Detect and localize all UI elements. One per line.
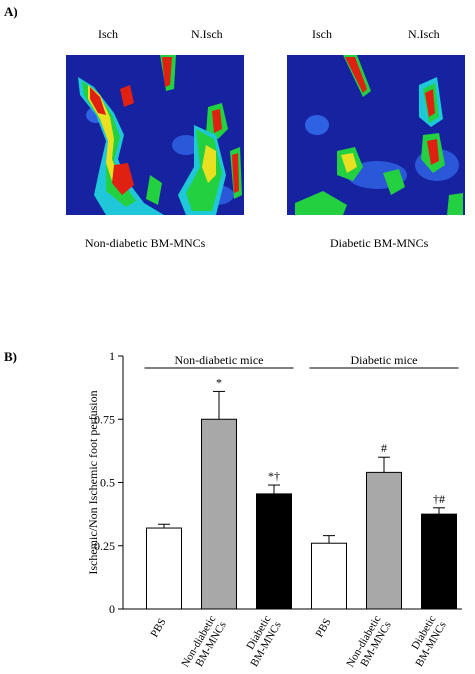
bar-0 (146, 527, 182, 610)
group-label-0: Non-diabetic mice (175, 353, 264, 367)
right-image-isch-label: Isch (312, 27, 332, 41)
bar-1 (201, 418, 237, 610)
left-image-isch-label: Isch (98, 27, 118, 41)
y-tick-label-2: 0.5 (100, 476, 115, 490)
y-tick-label-3: 0.75 (94, 412, 115, 426)
significance-label-1: * (216, 375, 222, 389)
x-category-label-3-line-0: PBS (313, 617, 333, 640)
bar-3 (311, 542, 347, 610)
left-image-nisch-label: N.Isch (191, 27, 223, 41)
panel-b-label: B) (4, 349, 17, 364)
x-category-label-3: PBS (313, 617, 333, 640)
group-label-1: Diabetic mice (351, 353, 418, 367)
y-tick-label-1: 0.25 (94, 539, 115, 553)
x-category-label-0-line-0: PBS (148, 617, 168, 640)
x-category-label-2: DiabeticBM-MNCs (238, 613, 284, 669)
significance-label-4: # (381, 441, 387, 455)
x-category-label-5: DiabeticBM-MNCs (403, 613, 449, 669)
x-category-label-0: PBS (148, 617, 168, 640)
panel-a-label: A) (4, 4, 18, 19)
bar-5 (421, 513, 457, 610)
right-image-caption: Diabetic BM-MNCs (330, 236, 429, 250)
significance-label-2: *† (268, 469, 280, 483)
significance-label-5: †# (433, 492, 445, 506)
bar-2 (256, 493, 292, 610)
y-axis-label: Ischemic/Non Ischemic foot perfusion (86, 390, 100, 574)
right-image-nisch-label: N.Isch (408, 27, 440, 41)
y-tick-label-0: 0 (109, 602, 115, 616)
y-tick-label-4: 1 (109, 349, 115, 363)
left-image-caption: Non-diabetic BM-MNCs (85, 236, 206, 250)
bar-4 (366, 471, 402, 610)
x-category-label-4: Non-diabeticBM-MNCs (344, 613, 394, 669)
laser-doppler-image-diabetic (287, 55, 465, 215)
x-category-label-1: Non-diabeticBM-MNCs (179, 613, 229, 669)
laser-doppler-image-non-diabetic (66, 55, 244, 215)
